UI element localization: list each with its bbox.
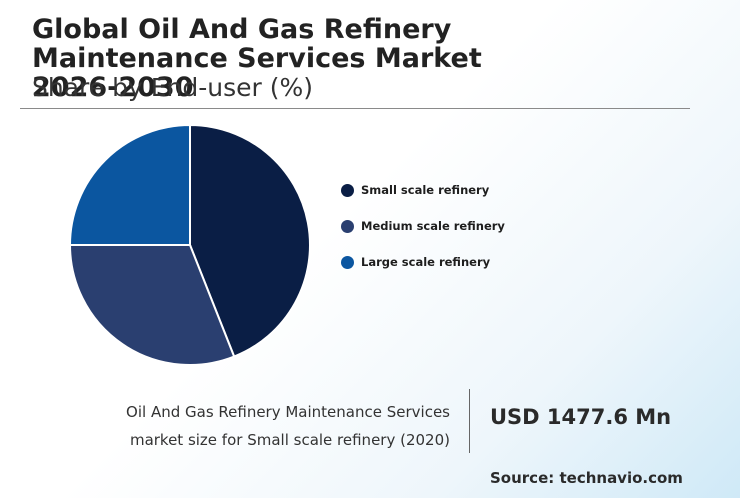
pie-slice-medium-scale-refinery <box>68 244 236 366</box>
market-size-value: USD 1477.6 Mn <box>490 405 672 429</box>
stat-divider <box>469 389 470 453</box>
legend-label: Medium scale refinery <box>361 219 505 233</box>
pie-slice-large-scale-refinery <box>68 123 191 246</box>
market-size-label: Oil And Gas Refinery Maintenance Service… <box>60 398 450 454</box>
legend-item-small-scale-refinery: Small scale refinery <box>341 172 505 208</box>
chart-subtitle: Share by End-user (%) <box>32 73 313 102</box>
title-divider <box>20 108 690 109</box>
chart-title: Global Oil And Gas Refinery Maintenance … <box>32 14 482 103</box>
legend-swatch <box>341 255 354 269</box>
legend-label: Small scale refinery <box>361 183 490 197</box>
legend-label: Large scale refinery <box>361 255 491 269</box>
market-size-label-line-1: Oil And Gas Refinery Maintenance Service… <box>126 403 450 421</box>
legend-swatch <box>341 183 354 197</box>
legend-item-large-scale-refinery: Large scale refinery <box>341 244 505 280</box>
legend-item-medium-scale-refinery: Medium scale refinery <box>341 208 505 244</box>
pie-slice-small-scale-refinery <box>189 123 311 358</box>
market-size-label-line-2: market size for Small scale refinery (20… <box>129 431 450 449</box>
legend-swatch <box>341 219 354 233</box>
chart-legend: Small scale refinery Medium scale refiner… <box>341 172 505 280</box>
source-credit: Source: technavio.com <box>490 469 683 487</box>
